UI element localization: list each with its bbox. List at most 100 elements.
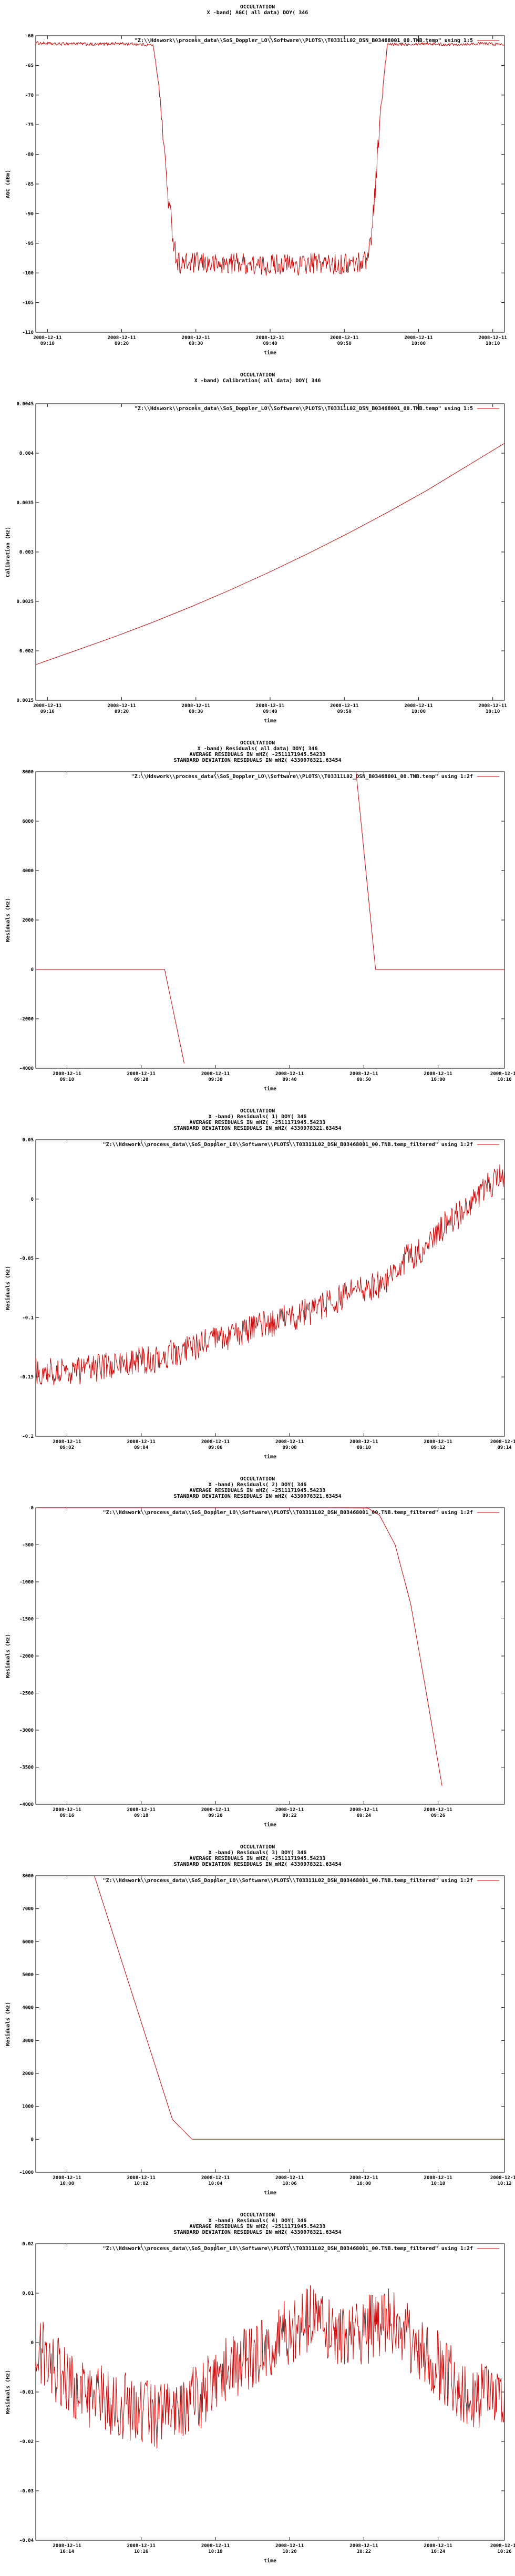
y-tick-label: 7000 (22, 1907, 34, 1912)
series-line (36, 2285, 504, 2449)
chart-title-line: STANDARD DEVIATION RESIDUALS IN mHZ( 433… (173, 1126, 341, 1131)
y-axis-label: Residuals (Hz) (5, 898, 11, 942)
x-tick-label-date: 2008-12-11 (275, 2543, 304, 2549)
x-tick-label-time: 10:00 (411, 709, 426, 714)
x-axis-label: time (264, 2558, 276, 2564)
y-tick-label: -0.02 (19, 2439, 34, 2445)
y-tick-label: 0.0045 (16, 402, 34, 407)
x-tick-label-time: 10:20 (283, 2549, 297, 2554)
x-tick-label-time: 09:40 (263, 341, 277, 346)
x-tick-label-date: 2008-12-11 (404, 703, 432, 709)
x-tick-label-time: 10:10 (486, 709, 500, 714)
y-tick-label: -0.05 (19, 1256, 34, 1262)
y-tick-label: 8000 (22, 770, 34, 775)
x-tick-label-date: 2008-12-11 (107, 335, 136, 341)
x-tick-label-date: 2008-12-11 (182, 703, 210, 709)
x-tick-label-time: 10:00 (411, 341, 426, 346)
x-tick-label-time: 09:18 (134, 1813, 148, 1818)
plot-frame (35, 2243, 505, 2541)
x-tick-label-date: 2008-12-11 (275, 1807, 304, 1813)
y-tick-label: -0.01 (19, 2390, 34, 2395)
x-tick-label-date: 2008-12-11 (424, 1071, 452, 1077)
x-tick-label-time: 09:40 (283, 1077, 297, 1082)
x-tick-label-time: 09:12 (431, 1445, 445, 1450)
y-tick-label: 0.05 (22, 1138, 34, 1143)
y-tick-label: 6000 (22, 1939, 34, 1945)
x-tick-label-date: 2008-12-11 (182, 335, 210, 341)
x-tick-label-date: 2008-12-11 (107, 703, 136, 709)
x-tick-label-date: 2008-12-11 (330, 335, 358, 341)
x-tick-label-time: 09:20 (134, 1077, 148, 1082)
x-tick-label-time: 10:00 (431, 1077, 445, 1082)
x-tick-label-date: 2008-12-11 (424, 2543, 452, 2549)
y-tick-label: -0.03 (19, 2489, 34, 2494)
x-axis-label: time (264, 1454, 276, 1460)
x-tick-label-time: 09:10 (40, 709, 55, 714)
x-tick-label-time: 09:10 (357, 1445, 371, 1450)
series-line (36, 443, 504, 665)
x-axis-label: time (264, 2190, 276, 2196)
plot-frame (35, 35, 505, 333)
x-tick-label-time: 09:02 (60, 1445, 74, 1450)
y-tick-label: -95 (25, 241, 34, 247)
x-tick-label-date: 2008-12-11 (349, 1807, 378, 1813)
y-tick-label: 0.0035 (16, 500, 34, 506)
chart-title-line: OCCULTATION (240, 740, 275, 746)
y-tick-label: -0.04 (19, 2538, 34, 2543)
y-axis-label: Residuals (Hz) (5, 1266, 11, 1310)
x-tick-label-date: 2008-12-11 (53, 2543, 81, 2549)
chart-title-line: OCCULTATION (240, 4, 275, 10)
y-tick-label: -90 (25, 211, 34, 217)
x-tick-label-time: 09:22 (283, 1813, 297, 1818)
x-tick-label-time: 09:30 (189, 341, 203, 346)
chart-title-line: X -band) AGC( all data) DOY( 346 (207, 10, 308, 16)
chart-title-line: AVERAGE RESIDUALS IN mHZ( -2511171945.54… (190, 1488, 326, 1494)
y-tick-label: 6000 (22, 819, 34, 824)
chart-title-line: AVERAGE RESIDUALS IN mHZ( -2511171945.54… (190, 752, 326, 758)
x-tick-label-time: 10:04 (208, 2181, 223, 2186)
plot-frame (35, 1875, 505, 2173)
series-line (36, 41, 504, 276)
x-tick-label-date: 2008-12-11 (201, 2175, 230, 2181)
x-tick-label-date: 2008-12-11 (53, 1071, 81, 1077)
y-tick-label: 0 (31, 967, 34, 973)
y-tick-label: -60 (25, 34, 34, 39)
plot-frame (35, 1507, 505, 1805)
y-tick-label: 0.0025 (16, 599, 34, 605)
x-tick-label-time: 10:10 (497, 1077, 511, 1082)
x-tick-label-time: 09:20 (115, 341, 129, 346)
x-axis-label: time (264, 718, 276, 724)
x-tick-label-time: 09:06 (208, 1445, 222, 1450)
x-axis-label: time (264, 350, 276, 356)
x-tick-label-date: 2008-12-11 (127, 2175, 156, 2181)
legend-text: "Z:\\Hdswork\\process_data\\SoS_Doppler_… (103, 1141, 473, 1148)
x-tick-label-date: 2008-12-11 (490, 1071, 515, 1077)
x-tick-label-time: 09:40 (263, 709, 277, 714)
chart-title-line: OCCULTATION (240, 1844, 275, 1850)
y-tick-label: 0.0015 (16, 698, 34, 703)
x-tick-label-time: 09:10 (60, 1077, 74, 1082)
x-tick-label-time: 10:16 (134, 2549, 148, 2554)
x-tick-label-date: 2008-12-11 (404, 335, 432, 341)
x-axis-label: time (264, 1822, 276, 1828)
x-tick-label-time: 09:14 (497, 1445, 512, 1450)
series-line (36, 1508, 442, 1786)
y-tick-label: 4000 (22, 868, 34, 874)
x-tick-label-date: 2008-12-11 (330, 703, 358, 709)
x-tick-label-date: 2008-12-11 (424, 1439, 452, 1445)
series-line (94, 1876, 504, 2140)
x-tick-label-date: 2008-12-11 (349, 1439, 378, 1445)
y-tick-label: -100 (22, 271, 34, 276)
x-tick-label-date: 2008-12-11 (53, 2175, 81, 2181)
y-tick-label: -500 (22, 1543, 34, 1548)
legend-text: "Z:\\Hdswork\\process_data\\SoS_Doppler_… (135, 405, 473, 412)
legend-text: "Z:\\Hdswork\\process_data\\SoS_Doppler_… (103, 1877, 473, 1884)
x-tick-label-date: 2008-12-11 (275, 1071, 304, 1077)
y-axis-label: Residuals (Hz) (5, 1634, 11, 1678)
y-tick-label: -2000 (19, 1654, 34, 1659)
x-tick-label-date: 2008-12-11 (424, 1807, 452, 1813)
y-axis-label: Calibration (Hz) (5, 527, 11, 577)
